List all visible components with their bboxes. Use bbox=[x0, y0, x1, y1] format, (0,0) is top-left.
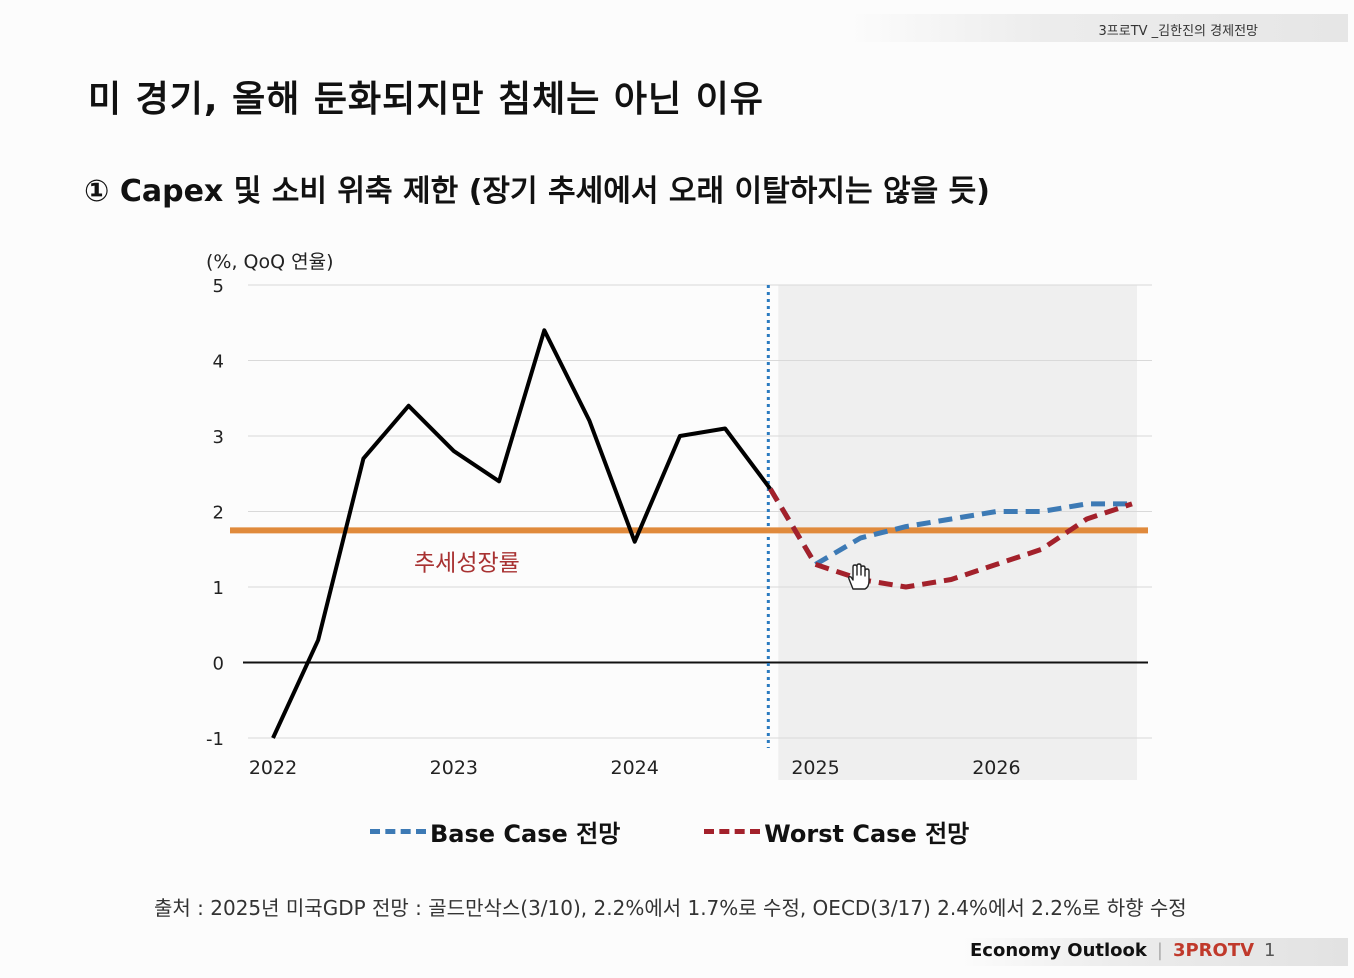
legend: Base Case 전망 Worst Case 전망 bbox=[370, 814, 969, 848]
footer-brand: Economy Outlook bbox=[970, 940, 1147, 961]
x-tick-labels: 2022 2023 2024 2025 2026 bbox=[249, 757, 1021, 779]
y-axis-label: (%, QoQ 연율) bbox=[206, 251, 334, 273]
hand-cursor-icon bbox=[848, 563, 870, 590]
x-tick-label: 2022 bbox=[249, 757, 297, 779]
footer-separator: | bbox=[1156, 940, 1163, 961]
series-line-actual bbox=[271, 328, 772, 739]
y-tick-label: 4 bbox=[213, 352, 224, 373]
legend-label-base: Base Case 전망 bbox=[430, 819, 621, 848]
x-tick-label: 2024 bbox=[611, 757, 659, 779]
source-note: 출처 : 2025년 미국GDP 전망 : 골드만삭스(3/10), 2.2%에… bbox=[154, 896, 1187, 920]
x-tick-label: 2025 bbox=[791, 757, 839, 779]
page-number: 1 bbox=[1264, 940, 1276, 961]
footer: Economy Outlook | 3PROTV 1 bbox=[970, 940, 1276, 961]
y-tick-labels: 5 4 3 2 1 0 -1 bbox=[206, 276, 224, 750]
header-strip bbox=[848, 14, 1348, 42]
legend-swatch-worst bbox=[704, 828, 761, 834]
x-tick-label: 2023 bbox=[430, 757, 478, 779]
x-tick-label: 2026 bbox=[972, 757, 1020, 779]
series-line-worst-case bbox=[768, 487, 1133, 590]
legend-swatch-base bbox=[370, 828, 426, 834]
y-tick-label: 5 bbox=[213, 276, 224, 297]
channel-label: 3프로TV _김한진의 경제전망 bbox=[1098, 24, 1258, 39]
footer-strip bbox=[960, 938, 1348, 966]
y-tick-label: -1 bbox=[206, 729, 224, 750]
legend-item-worst: Worst Case 전망 bbox=[704, 814, 969, 849]
legend-label-worst: Worst Case 전망 bbox=[764, 819, 970, 848]
series-lines bbox=[271, 328, 1133, 739]
y-tick-label: 2 bbox=[213, 503, 224, 524]
series-line-base-case bbox=[768, 487, 1132, 567]
y-tick-label: 0 bbox=[213, 654, 224, 675]
y-tick-label: 3 bbox=[213, 427, 224, 448]
legend-item-base: Base Case 전망 bbox=[370, 814, 620, 849]
slide-subtitle: ① Capex 및 소비 위축 제한 (장기 추세에서 오래 이탈하지는 않을 … bbox=[84, 174, 990, 209]
y-tick-label: 1 bbox=[213, 578, 224, 599]
trend-growth-label: 추세성장률 bbox=[414, 550, 520, 576]
slide-title: 미 경기, 올해 둔화되지만 침체는 아닌 이유 bbox=[88, 79, 764, 120]
footer-logo: 3PROTV bbox=[1172, 940, 1255, 961]
gridlines bbox=[248, 284, 1152, 739]
